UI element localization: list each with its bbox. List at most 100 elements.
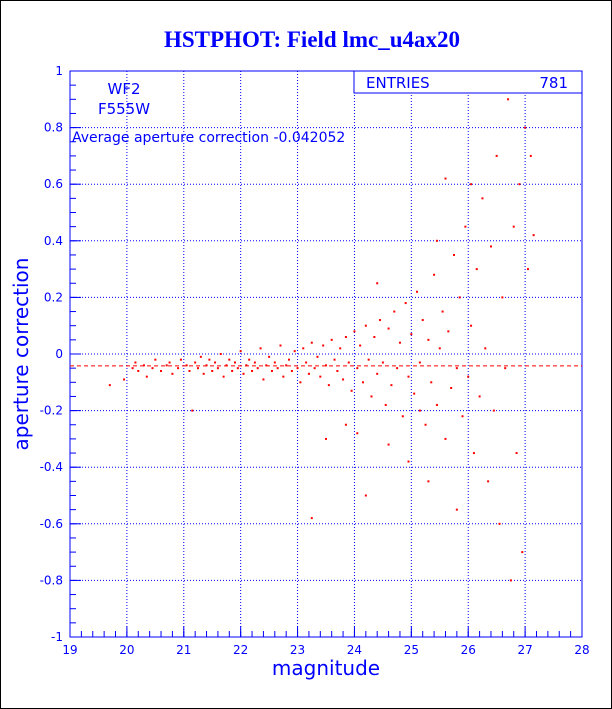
data-point: [433, 273, 436, 276]
data-point: [179, 358, 182, 361]
data-point: [188, 369, 191, 372]
x-axis-label: magnitude: [272, 656, 380, 680]
grid-lines: [70, 71, 582, 637]
data-point: [398, 341, 401, 344]
data-point: [339, 347, 342, 350]
data-point: [347, 361, 350, 364]
plot-area: 19 20 21 22 23 24 25 26 27 28 -1 -0.8 -0.6 -0.4 -0.2 0…: [40, 64, 590, 657]
chart-title: HSTPHOT: Field lmc_u4ax20: [164, 27, 460, 52]
data-point: [359, 344, 362, 347]
data-point: [390, 384, 393, 387]
data-point: [472, 452, 475, 455]
data-point: [515, 452, 518, 455]
data-point: [142, 364, 145, 367]
data-point: [461, 415, 464, 418]
data-point: [356, 432, 359, 435]
data-point: [435, 239, 438, 242]
data-point: [256, 367, 259, 370]
y-tick-label: 0.6: [44, 177, 63, 191]
data-point: [233, 361, 236, 364]
y-tick-label: 0: [55, 347, 63, 361]
y-tick-label: -0.6: [40, 517, 63, 531]
data-point: [242, 372, 245, 375]
data-point: [504, 367, 507, 370]
data-point: [376, 372, 379, 375]
data-point: [310, 517, 313, 520]
data-point: [168, 361, 171, 364]
data-point: [171, 372, 174, 375]
data-point: [418, 409, 421, 412]
data-point: [151, 367, 154, 370]
data-point: [302, 347, 305, 350]
data-point: [373, 336, 376, 339]
data-point: [160, 369, 163, 372]
data-point: [475, 268, 478, 271]
entries-value: 781: [539, 74, 568, 92]
data-point: [467, 375, 470, 378]
x-tick-label: 20: [119, 643, 134, 657]
data-point: [214, 361, 217, 364]
data-point: [293, 350, 296, 353]
data-point: [361, 381, 364, 384]
data-point: [270, 369, 273, 372]
data-point: [470, 324, 473, 327]
data-point: [384, 403, 387, 406]
x-tick-label: 23: [290, 643, 305, 657]
data-point: [273, 361, 276, 364]
data-point: [464, 225, 467, 228]
data-point: [444, 437, 447, 440]
data-point: [245, 364, 248, 367]
data-point: [177, 367, 180, 370]
data-point: [199, 355, 202, 358]
stats-box: ENTRIES 781: [353, 70, 583, 94]
data-point: [526, 268, 529, 271]
data-point: [364, 494, 367, 497]
data-point: [208, 358, 211, 361]
data-point: [279, 344, 282, 347]
data-point: [137, 369, 140, 372]
data-point: [370, 395, 373, 398]
data-point: [131, 367, 134, 370]
data-point: [108, 384, 111, 387]
data-point: [356, 367, 359, 370]
data-point: [322, 344, 325, 347]
data-point: [316, 355, 319, 358]
data-point: [418, 361, 421, 364]
entries-label: ENTRIES: [366, 74, 430, 92]
data-point: [344, 336, 347, 339]
data-point: [265, 364, 268, 367]
data-point: [154, 358, 157, 361]
y-tick-label: 0.8: [44, 121, 63, 135]
data-point: [379, 319, 382, 322]
data-point: [123, 378, 126, 381]
data-point: [327, 384, 330, 387]
data-point: [521, 551, 524, 554]
data-point: [319, 375, 322, 378]
x-tick-label: 25: [404, 643, 419, 657]
data-point: [393, 310, 396, 313]
data-point: [145, 375, 148, 378]
y-tick-label: -0.2: [40, 404, 63, 418]
data-point: [259, 347, 262, 350]
data-point: [455, 508, 458, 511]
data-point: [305, 361, 308, 364]
data-point: [336, 369, 339, 372]
data-point: [376, 282, 379, 285]
data-point: [413, 392, 416, 395]
data-point: [435, 403, 438, 406]
data-point: [524, 126, 527, 129]
data-point: [381, 361, 384, 364]
data-point: [453, 253, 455, 256]
data-point: [396, 367, 399, 370]
x-tick-labels: 19 20 21 22 23 24 25 26 27 28: [62, 643, 589, 657]
data-point: [216, 367, 219, 370]
data-point: [487, 480, 490, 483]
data-point: [282, 375, 285, 378]
data-point: [509, 579, 512, 582]
x-tick-label: 22: [233, 643, 248, 657]
data-point: [450, 386, 453, 389]
data-point: [424, 423, 427, 426]
data-point: [296, 367, 299, 370]
data-point: [404, 302, 407, 305]
